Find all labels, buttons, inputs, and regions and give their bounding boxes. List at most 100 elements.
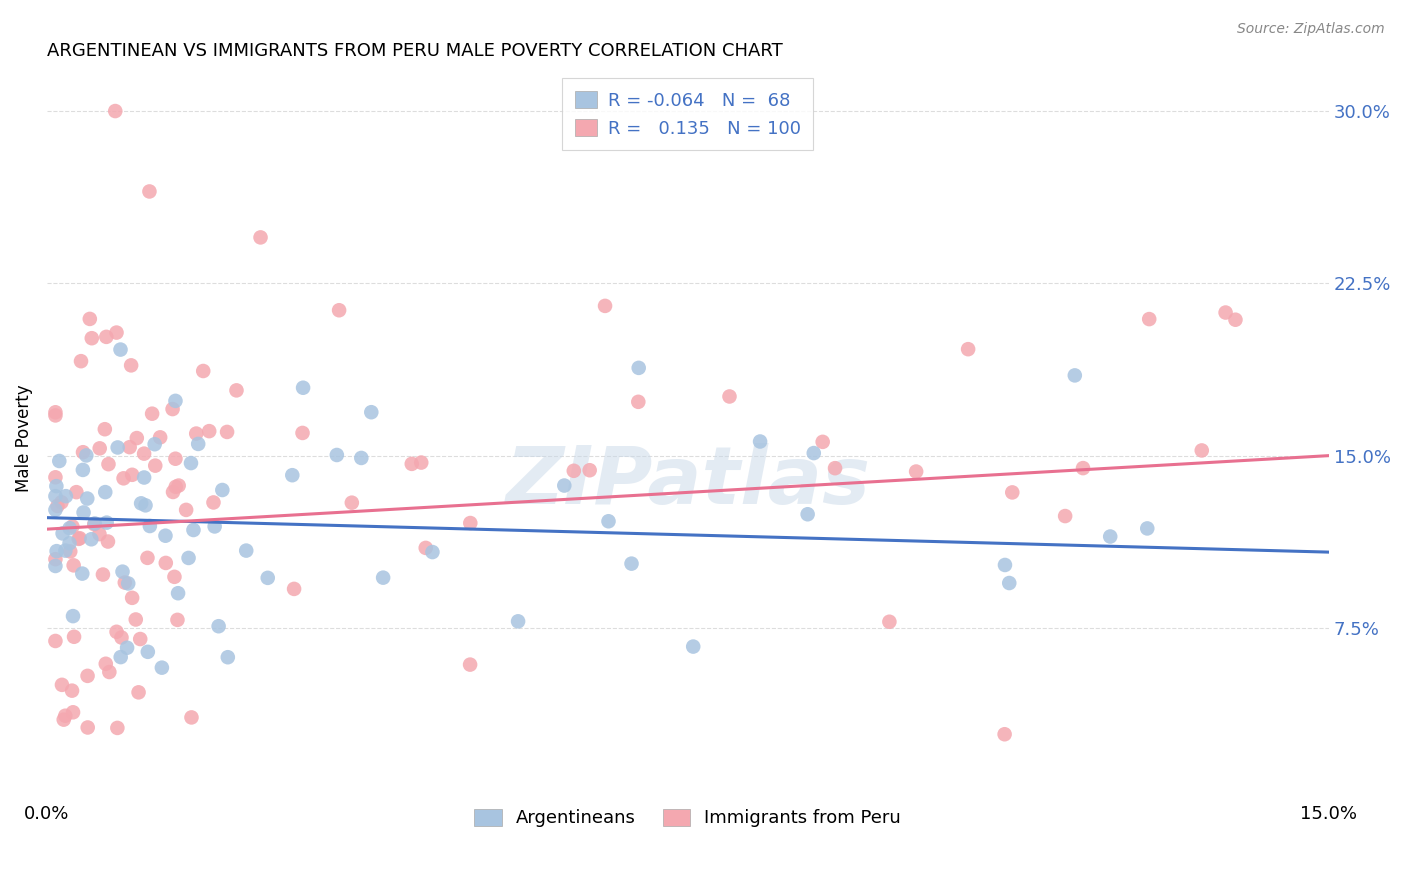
Point [291,425,314,440]
Point [283,582,305,596]
Point [48,454,70,468]
Point [163,570,186,584]
Point [83,517,105,532]
Point [62,609,84,624]
Point [204,519,226,533]
Point [155,529,177,543]
Point [1136,521,1159,535]
Point [411,456,433,470]
Point [165,393,187,408]
Point [132,447,155,461]
Point [371,571,394,585]
Point [45,479,67,493]
Point [89,442,111,456]
Point [65,485,87,500]
Point [422,545,444,559]
Point [60,683,83,698]
Point [52,713,75,727]
Point [83,516,105,531]
Point [76,721,98,735]
Point [136,645,159,659]
Point [183,523,205,537]
Point [1191,443,1213,458]
Point [803,446,825,460]
Point [96,516,118,530]
Point [114,575,136,590]
Point [51,495,73,509]
Point [58,536,80,550]
Point [44,405,66,419]
Point [1099,529,1122,543]
Point [44,489,66,503]
Point [202,495,225,509]
Legend: Argentineans, Immigrants from Peru: Argentineans, Immigrants from Peru [467,801,908,835]
Point [105,624,128,639]
Point [627,394,650,409]
Point [128,685,150,699]
Point [994,727,1017,741]
Point [45,544,67,558]
Point [110,650,132,665]
Point [620,557,643,571]
Point [125,431,148,445]
Point [593,299,616,313]
Point [72,463,94,477]
Point [91,567,114,582]
Point [55,543,77,558]
Point [129,632,152,646]
Point [1137,312,1160,326]
Point [120,359,142,373]
Point [328,303,350,318]
Point [121,591,143,605]
Point [143,437,166,451]
Text: Source: ZipAtlas.com: Source: ZipAtlas.com [1237,22,1385,37]
Point [129,496,152,510]
Point [105,721,128,735]
Text: ARGENTINEAN VS IMMIGRANTS FROM PERU MALE POVERTY CORRELATION CHART: ARGENTINEAN VS IMMIGRANTS FROM PERU MALE… [46,42,783,60]
Point [53,708,76,723]
Point [44,634,66,648]
Y-axis label: Male Poverty: Male Poverty [15,384,32,492]
Point [235,543,257,558]
Point [193,364,215,378]
Point [150,660,173,674]
Point [506,615,529,629]
Point [59,521,82,535]
Point [115,640,138,655]
Point [458,516,481,530]
Point [749,434,772,449]
Point [125,612,148,626]
Point [112,471,135,485]
Point [139,519,162,533]
Point [682,640,704,654]
Point [72,566,94,581]
Point [75,449,97,463]
Point [44,470,66,484]
Point [44,409,66,423]
Point [180,456,202,470]
Point [46,499,69,513]
Point [67,532,90,546]
Point [292,381,315,395]
Point [166,613,188,627]
Point [104,103,127,118]
Point [94,657,117,671]
Point [281,468,304,483]
Point [155,556,177,570]
Point [249,230,271,244]
Point [562,464,585,478]
Point [94,485,117,500]
Point [401,457,423,471]
Point [162,485,184,500]
Point [63,630,86,644]
Point [62,558,84,573]
Point [52,526,75,541]
Point [44,503,66,517]
Point [211,483,233,497]
Point [44,552,66,566]
Point [149,430,172,444]
Point [136,550,159,565]
Point [340,496,363,510]
Point [80,533,103,547]
Point [111,565,134,579]
